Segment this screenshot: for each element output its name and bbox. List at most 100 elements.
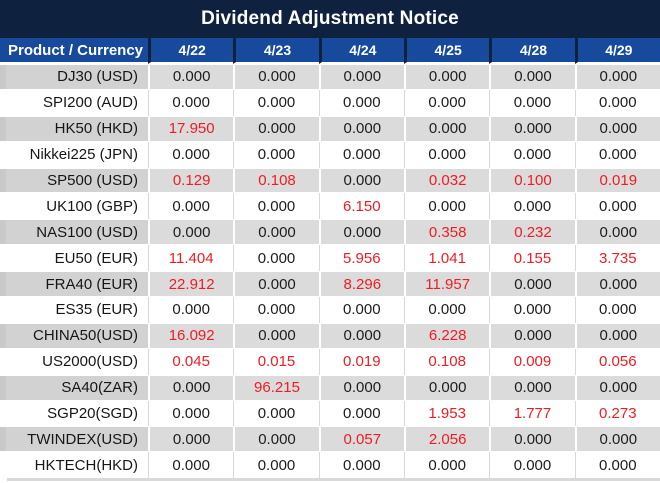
value-cell: 0.057 xyxy=(318,426,404,453)
value-cell: 0.000 xyxy=(318,141,404,168)
product-cell: ES35 (EUR) xyxy=(0,297,148,323)
value-cell: 0.056 xyxy=(574,348,660,375)
value-cell: 0.000 xyxy=(489,452,575,479)
table-row: EU50 (EUR) 11.404 0.000 5.956 1.041 0.155 3.73… xyxy=(0,245,660,272)
value-cell: 17.950 xyxy=(148,115,234,142)
value-cell: 8.296 xyxy=(318,271,404,298)
value-cell: 0.000 xyxy=(403,374,490,401)
value-cell: 0.000 xyxy=(489,193,575,220)
value-cell: 0.000 xyxy=(233,219,319,246)
product-cell: SP500 (USD) xyxy=(0,167,148,194)
value-cell: 0.000 xyxy=(489,426,575,453)
value-cell: 0.000 xyxy=(403,64,490,90)
value-cell: 0.000 xyxy=(318,89,404,116)
value-cell: 0.358 xyxy=(403,219,490,246)
value-cell: 3.735 xyxy=(574,245,660,272)
table-row: ES35 (EUR) 0.000 0.000 0.000 0.000 0.000 0.000 xyxy=(0,297,660,323)
product-cell: TWINDEX(USD) xyxy=(0,426,148,453)
value-cell: 0.000 xyxy=(233,297,319,323)
value-cell: 1.953 xyxy=(403,400,490,427)
value-cell: 0.000 xyxy=(574,141,660,168)
value-cell: 0.155 xyxy=(489,245,575,272)
value-cell: 1.777 xyxy=(489,400,575,427)
value-cell: 0.000 xyxy=(574,271,660,298)
dividend-table: Product / Currency 4/22 4/23 4/24 4/25 4/28 4… xyxy=(0,38,660,479)
header-row: Product / Currency 4/22 4/23 4/24 4/25 4/28 4… xyxy=(0,38,660,64)
value-cell: 0.000 xyxy=(318,452,404,479)
value-cell: 0.000 xyxy=(489,374,575,401)
value-cell: 1.041 xyxy=(403,245,490,272)
value-cell: 0.000 xyxy=(233,426,319,453)
product-cell: SA40(ZAR) xyxy=(0,374,148,401)
table-row: NAS100 (USD) 0.000 0.000 0.000 0.358 0.232 0.0… xyxy=(0,219,660,246)
product-cell: EU50 (EUR) xyxy=(0,245,148,272)
value-cell: 0.009 xyxy=(489,348,575,375)
value-cell: 0.032 xyxy=(403,167,490,194)
value-cell: 0.000 xyxy=(489,322,575,349)
value-cell: 0.000 xyxy=(318,219,404,246)
value-cell: 16.092 xyxy=(148,322,234,349)
value-cell: 0.000 xyxy=(233,141,319,168)
table-row: DJ30 (USD) 0.000 0.000 0.000 0.000 0.000 0.000 xyxy=(0,64,660,90)
value-cell: 0.232 xyxy=(489,219,575,246)
value-cell: 0.000 xyxy=(148,452,234,479)
table-row: TWINDEX(USD) 0.000 0.000 0.057 2.056 0.000 0.0… xyxy=(0,426,660,453)
value-cell: 0.000 xyxy=(403,141,490,168)
value-cell: 0.129 xyxy=(148,167,234,194)
product-cell: FRA40 (EUR) xyxy=(0,271,148,298)
value-cell: 11.404 xyxy=(148,245,234,272)
column-header-product: Product / Currency xyxy=(0,38,148,64)
product-cell: US2000(USD) xyxy=(0,348,148,375)
value-cell: 0.019 xyxy=(318,348,404,375)
column-header-date: 4/22 xyxy=(148,38,234,64)
value-cell: 0.000 xyxy=(489,141,575,168)
value-cell: 0.000 xyxy=(318,167,404,194)
value-cell: 0.000 xyxy=(148,141,234,168)
value-cell: 0.100 xyxy=(489,167,575,194)
value-cell: 0.000 xyxy=(148,219,234,246)
value-cell: 2.056 xyxy=(403,426,490,453)
value-cell: 0.000 xyxy=(148,193,234,220)
table-bottom-edge xyxy=(7,478,660,482)
value-cell: 6.150 xyxy=(318,193,404,220)
column-header-date: 4/28 xyxy=(489,38,575,64)
value-cell: 96.215 xyxy=(233,374,319,401)
value-cell: 0.000 xyxy=(489,64,575,90)
value-cell: 0.000 xyxy=(403,297,490,323)
value-cell: 0.000 xyxy=(489,297,575,323)
value-cell: 6.228 xyxy=(403,322,490,349)
value-cell: 0.000 xyxy=(148,400,234,427)
value-cell: 0.000 xyxy=(574,115,660,142)
value-cell: 0.000 xyxy=(233,193,319,220)
value-cell: 0.000 xyxy=(574,322,660,349)
table-header: Product / Currency 4/22 4/23 4/24 4/25 4/28 4… xyxy=(0,38,660,64)
value-cell: 5.956 xyxy=(318,245,404,272)
value-cell: 0.273 xyxy=(574,400,660,427)
product-cell: UK100 (GBP) xyxy=(0,193,148,220)
value-cell: 0.108 xyxy=(403,348,490,375)
value-cell: 0.000 xyxy=(574,452,660,479)
value-cell: 0.000 xyxy=(233,89,319,116)
value-cell: 0.000 xyxy=(574,89,660,116)
product-cell: CHINA50(USD) xyxy=(0,322,148,349)
value-cell: 0.000 xyxy=(489,89,575,116)
value-cell: 0.045 xyxy=(148,348,234,375)
value-cell: 0.000 xyxy=(233,115,319,142)
value-cell: 0.000 xyxy=(318,400,404,427)
product-cell: DJ30 (USD) xyxy=(0,64,148,90)
value-cell: 0.000 xyxy=(574,193,660,220)
value-cell: 0.000 xyxy=(318,297,404,323)
table-body: DJ30 (USD) 0.000 0.000 0.000 0.000 0.000 0.000… xyxy=(0,64,660,479)
value-cell: 0.000 xyxy=(233,245,319,272)
value-cell: 0.000 xyxy=(318,374,404,401)
table-row: HK50 (HKD) 17.950 0.000 0.000 0.000 0.000 0.00… xyxy=(0,115,660,142)
value-cell: 0.000 xyxy=(148,297,234,323)
value-cell: 0.000 xyxy=(574,219,660,246)
value-cell: 0.000 xyxy=(574,64,660,90)
value-cell: 0.000 xyxy=(233,271,319,298)
product-cell: Nikkei225 (JPN) xyxy=(0,141,148,168)
table-row: SP500 (USD) 0.129 0.108 0.000 0.032 0.100 0.01… xyxy=(0,167,660,194)
table-row: US2000(USD) 0.045 0.015 0.019 0.108 0.009 0.05… xyxy=(0,348,660,375)
table-row: CHINA50(USD) 16.092 0.000 0.000 6.228 0.000 0.… xyxy=(0,322,660,349)
product-cell: HKTECH(HKD) xyxy=(0,452,148,479)
